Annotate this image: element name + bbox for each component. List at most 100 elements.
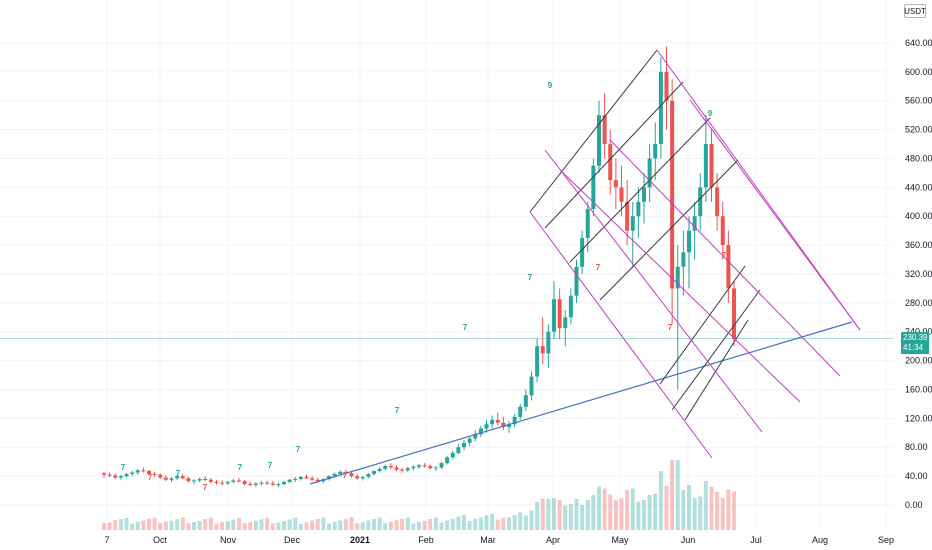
candle-body <box>163 477 168 480</box>
candle-body <box>681 252 686 267</box>
volume-bar <box>602 488 607 530</box>
candle-body <box>456 447 461 454</box>
candle-body <box>507 424 511 428</box>
td-signal-marker: 7 <box>203 483 208 492</box>
volume-bar <box>715 492 720 530</box>
volume-bar <box>293 517 298 530</box>
volume-bar <box>433 517 438 530</box>
volume-bar <box>388 521 393 530</box>
time-tick-label: Nov <box>220 535 237 545</box>
volume-bar <box>445 520 450 530</box>
candle-body <box>349 473 354 477</box>
volume-bar <box>642 500 646 530</box>
candle-body <box>580 237 585 267</box>
candle-body <box>597 115 601 166</box>
candle-body <box>602 115 607 145</box>
volume-bar <box>130 523 135 530</box>
pitchfork-rail <box>544 81 684 229</box>
candle-body <box>152 473 157 475</box>
volume-bar <box>540 498 545 530</box>
candle-body <box>220 482 225 484</box>
currency-badge[interactable]: USDT <box>904 4 926 18</box>
volume-bar <box>597 486 601 530</box>
candle-body <box>270 483 275 485</box>
volume-bar <box>518 512 523 530</box>
volume-bar <box>107 522 112 530</box>
candle-body <box>175 476 180 479</box>
pitchfork-rail <box>599 159 739 301</box>
candle-body <box>383 466 388 469</box>
candle-body <box>141 470 146 472</box>
td-signal-marker: 7 <box>296 445 301 454</box>
volume-bar <box>467 521 472 530</box>
volume-bar <box>315 519 320 530</box>
volume-bar <box>405 517 410 530</box>
time-tick-label: Mar <box>480 535 496 545</box>
td-signal-marker: 7 <box>395 406 400 415</box>
channel-line <box>609 139 841 377</box>
volume-bar <box>664 485 669 530</box>
time-tick-label: Sep <box>878 535 894 545</box>
volume-bar <box>456 516 461 530</box>
pitchfork-rail <box>569 117 711 263</box>
candle-body <box>608 144 613 181</box>
volume-bar <box>473 518 478 530</box>
time-axis[interactable]: 7 Oct Nov Dec 2021 Feb Mar Apr May Jun Jul Aug Sep <box>104 535 894 545</box>
price-tick-label: 440.00 <box>905 182 932 192</box>
volume-bar <box>546 499 551 530</box>
time-tick-label: Jul <box>750 535 762 545</box>
candle-body <box>574 266 579 296</box>
candle-body <box>675 266 680 289</box>
candle-body <box>214 481 219 483</box>
candle-body <box>315 479 320 482</box>
candle-body <box>422 465 427 467</box>
candle-body <box>546 331 551 354</box>
candle-body <box>192 480 196 482</box>
candle-body <box>535 346 540 377</box>
volume-bar <box>687 485 691 530</box>
time-tick-label: 2021 <box>350 535 370 545</box>
volume-bar <box>619 498 624 530</box>
candle-body <box>552 299 556 332</box>
volume-bar <box>574 499 579 530</box>
channel-line <box>559 169 801 403</box>
volume-bar <box>360 522 365 530</box>
volume-bar <box>231 519 236 530</box>
price-tick-label: 120.00 <box>905 413 932 423</box>
volume-bar <box>152 517 157 530</box>
price-tick-label: 280.00 <box>905 298 932 308</box>
td-signal-marker: 7 <box>596 263 601 272</box>
volume-bar <box>703 481 708 530</box>
candle-body <box>248 484 253 486</box>
candle-body <box>664 71 669 101</box>
volume-bar <box>259 519 264 530</box>
volume-bar <box>265 517 270 530</box>
td-sequential-signals: 7 7 7 7 7 7 7 7 7 7 7 9 7 7 9 7 <box>121 81 727 492</box>
pitchfork-rail <box>671 289 761 411</box>
candle-body <box>523 395 528 407</box>
volume-bar <box>225 521 230 530</box>
drawings[interactable] <box>0 49 893 485</box>
td-signal-marker: 7 <box>668 323 673 332</box>
candle-body <box>709 144 714 188</box>
price-axis[interactable]: 640.00 600.00 560.00 520.00 480.00 440.00 400.… <box>905 38 932 510</box>
candle-body <box>327 476 331 480</box>
candle-body <box>642 187 646 202</box>
candle-body <box>372 471 376 474</box>
volume-bar <box>113 520 118 530</box>
candle-body <box>259 482 264 484</box>
volume-bar <box>591 495 596 530</box>
current-price-tag: 230.39 41:34 <box>901 332 929 354</box>
volume-bar <box>417 522 421 530</box>
candle-body <box>518 406 523 417</box>
volume-bar <box>310 520 315 530</box>
price-tick-label: 40.00 <box>905 471 928 481</box>
volume-bar <box>175 519 180 530</box>
volume-bar <box>422 520 427 530</box>
volume-bar <box>692 498 697 530</box>
volume-bar <box>321 517 326 530</box>
volume-bar <box>158 523 163 530</box>
volume-bar <box>118 519 123 530</box>
td-signal-marker: 7 <box>238 463 243 472</box>
